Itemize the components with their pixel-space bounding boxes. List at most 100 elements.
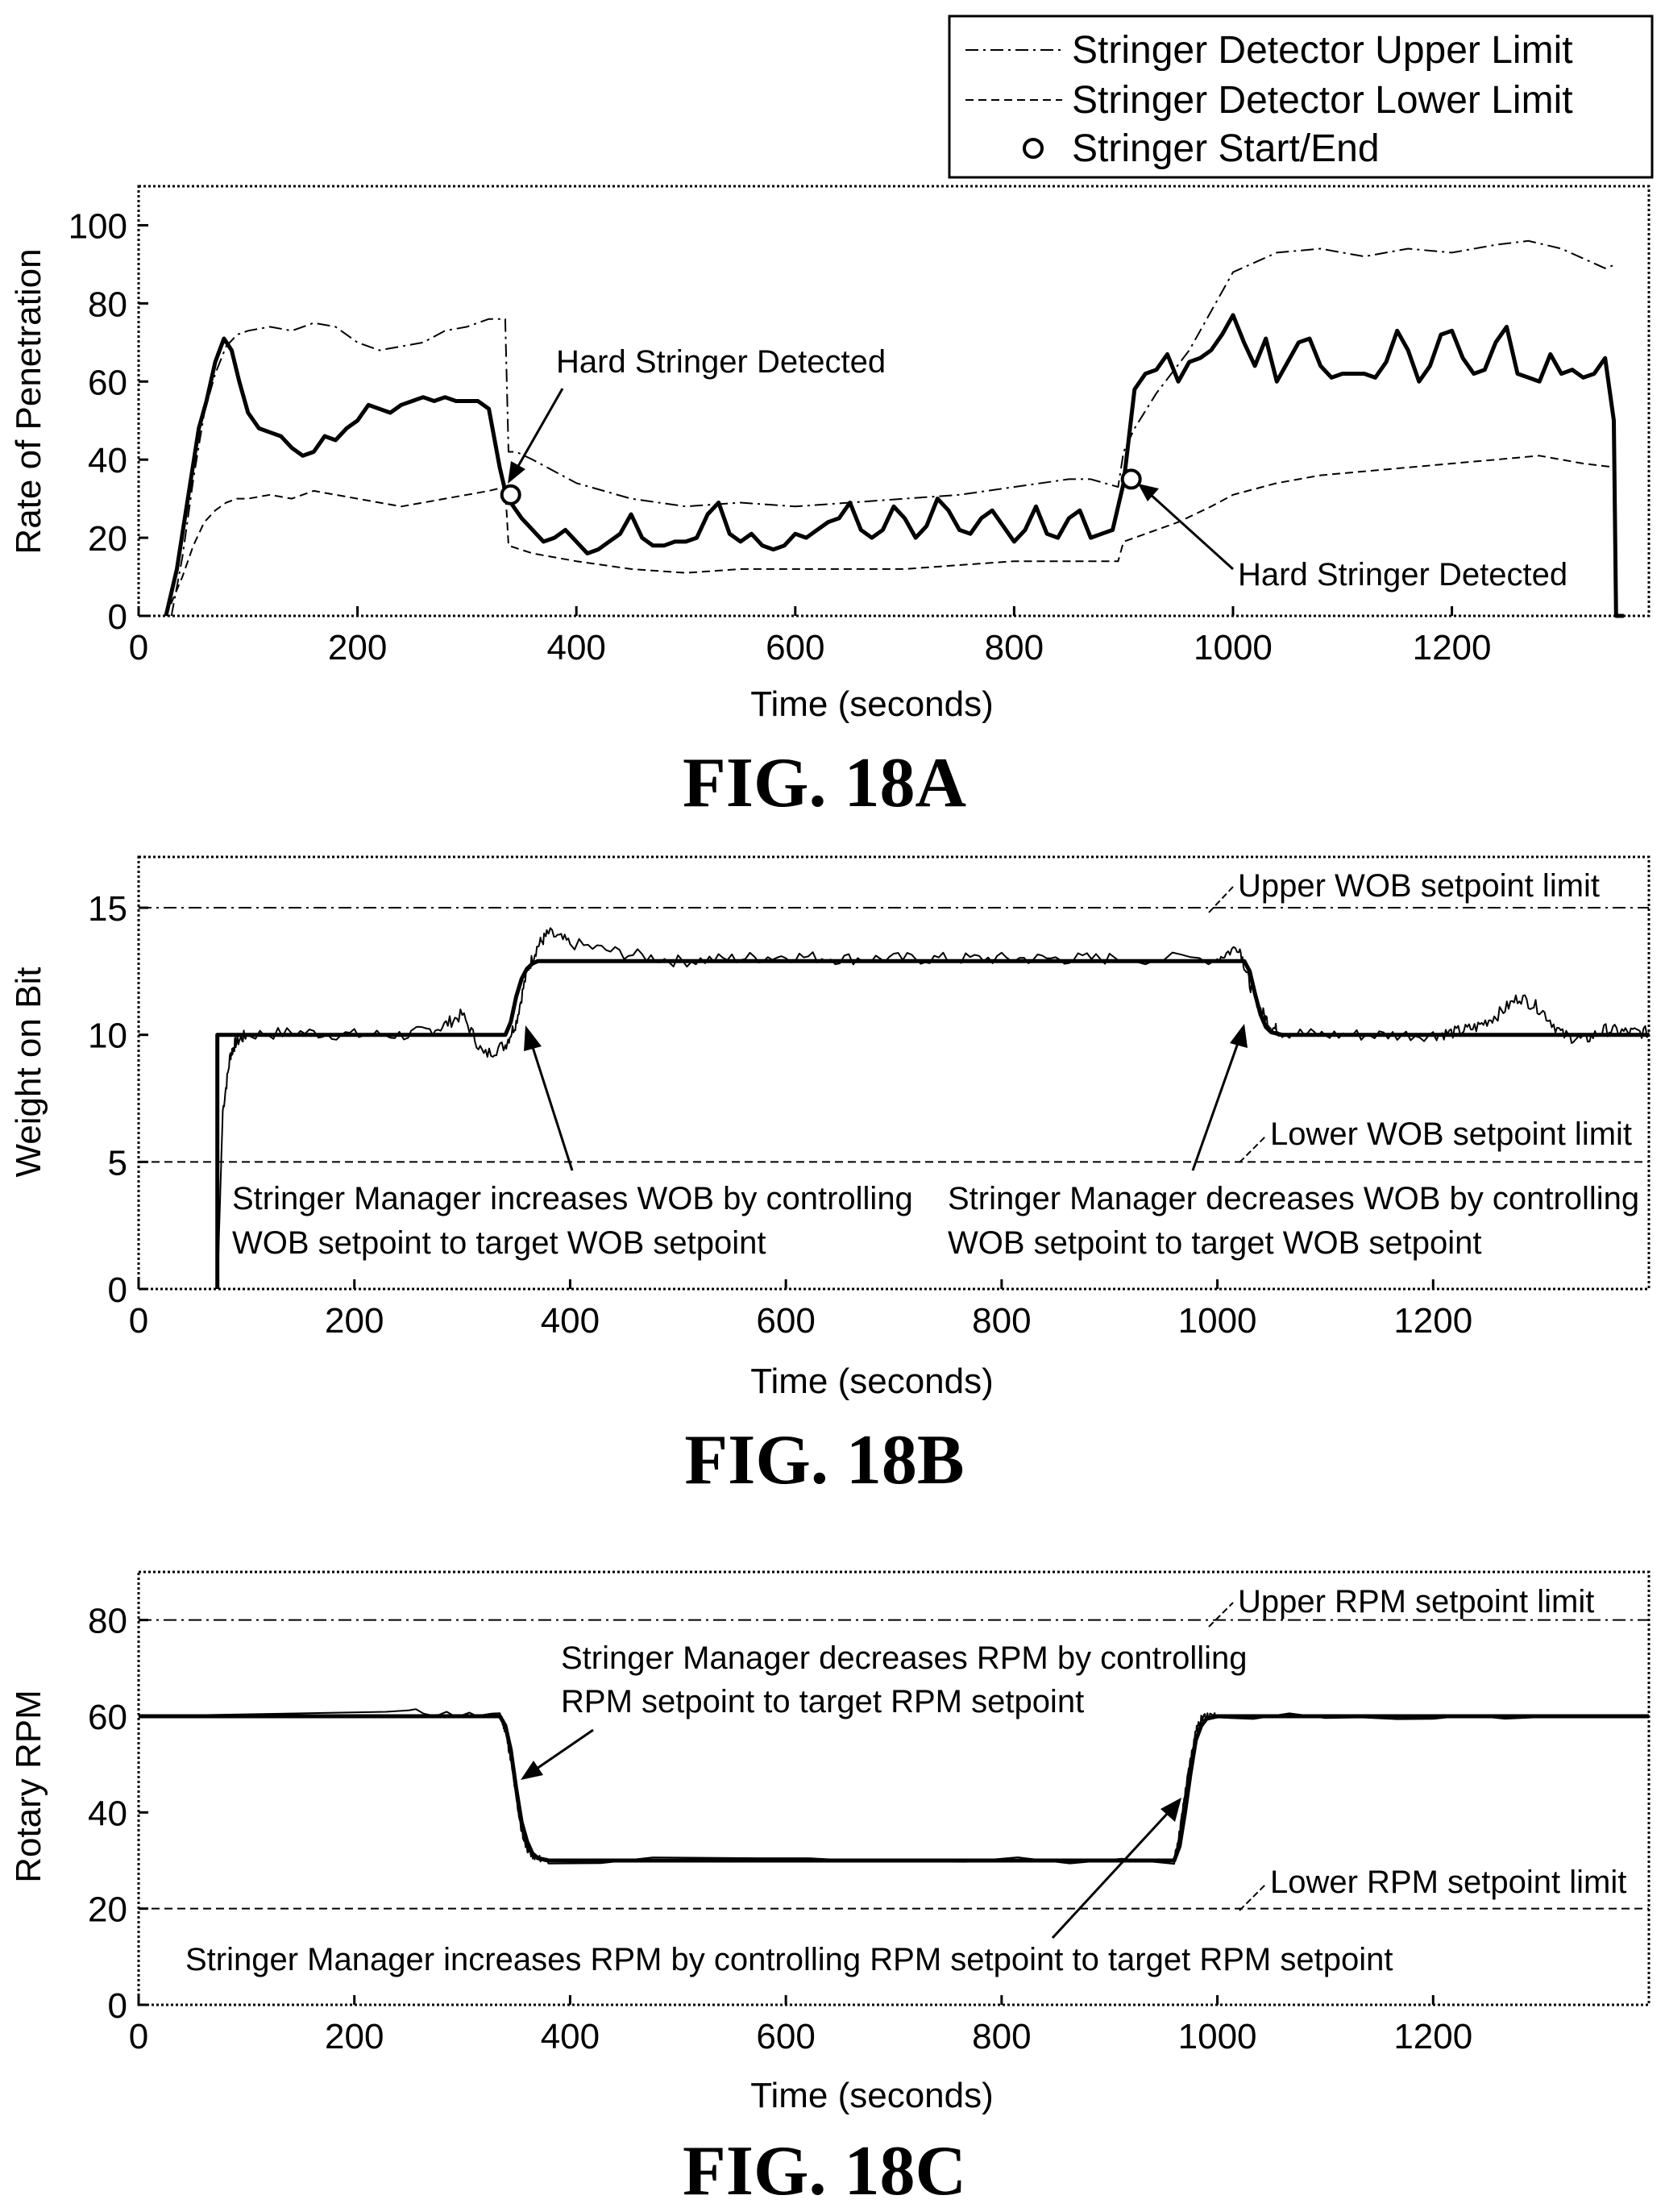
- y-axis-title: Weight on Bit: [9, 967, 48, 1178]
- arrowhead-icon: [521, 1761, 543, 1780]
- y-tick-label: 60: [88, 363, 127, 402]
- annotation-text: Hard Stringer Detected: [556, 344, 886, 380]
- x-tick-label: 600: [766, 628, 824, 667]
- annotation-hard-stringer-2: Hard Stringer Detected: [1138, 484, 1567, 592]
- reference-lines: [139, 1619, 1649, 1910]
- reference-label: Lower RPM setpoint limit: [1270, 1865, 1626, 1900]
- legend-marker-circle: [1023, 138, 1044, 159]
- x-tick-label: 400: [541, 2017, 600, 2056]
- annotation-text: Stringer Manager increases RPM by contro…: [185, 1942, 1393, 1977]
- annotation-arrow: [1051, 1811, 1170, 1940]
- y-tick-label: 0: [108, 1270, 127, 1310]
- leader-line: [1208, 1602, 1234, 1628]
- x-tick-label: 0: [129, 628, 148, 667]
- x-tick-label: 1200: [1393, 1301, 1472, 1341]
- axis-layer: 0 200 400 600 800 1000 1200 0 20 40 60 80 100: [69, 206, 1492, 667]
- plot-frame: [137, 1570, 1650, 2006]
- x-tick-label: 0: [129, 1301, 148, 1341]
- arrowhead-icon: [1161, 1798, 1181, 1822]
- annotation-arrow: [1191, 1042, 1239, 1171]
- annotation-increase-rpm: Stringer Manager increases RPM by contro…: [185, 1798, 1393, 1977]
- y-tick-label: 20: [88, 1890, 127, 1930]
- annotation-text-line1: Stringer Manager decreases WOB by contro…: [948, 1181, 1639, 1216]
- arrowhead-icon: [508, 461, 525, 484]
- y-tick-label: 0: [108, 597, 127, 637]
- series-line: [170, 239, 1617, 617]
- x-tick-label: 200: [325, 1301, 384, 1341]
- arrowhead-icon: [524, 1025, 542, 1051]
- annotation-text-line2: WOB setpoint to target WOB setpoint: [232, 1225, 766, 1261]
- x-tick-label: 200: [325, 2017, 384, 2056]
- x-tick-label: 600: [756, 2017, 815, 2056]
- stringer-marker: [1120, 468, 1142, 490]
- legend-label-upper: Stringer Detector Upper Limit: [1072, 29, 1573, 72]
- series-line: [138, 1708, 1650, 1865]
- x-tick-label: 400: [546, 628, 605, 667]
- annotation-text-line2: WOB setpoint to target WOB setpoint: [948, 1225, 1482, 1261]
- reference-label: Upper WOB setpoint limit: [1238, 868, 1600, 904]
- y-tick-label: 15: [88, 889, 127, 929]
- x-axis-title: Time (seconds): [750, 1362, 994, 1401]
- y-axis-title: Rotary RPM: [9, 1690, 48, 1883]
- x-tick-label: 1200: [1413, 628, 1492, 667]
- y-tick-label: 80: [88, 285, 127, 324]
- legend-box: Stringer Detector Upper Limit Stringer D…: [948, 15, 1654, 179]
- series-line: [164, 455, 1617, 617]
- y-axis-title: Rate of Penetration: [9, 248, 48, 554]
- y-tick-label: 20: [88, 519, 127, 559]
- x-tick-label: 1000: [1178, 1301, 1257, 1341]
- reference-label: Lower WOB setpoint limit: [1270, 1116, 1632, 1152]
- figure-caption: FIG. 18C: [683, 2132, 966, 2210]
- leader-line: [1208, 886, 1234, 913]
- reference-lines: [139, 907, 1649, 1163]
- legend-label-marker: Stringer Start/End: [1072, 127, 1380, 170]
- x-tick-label: 0: [129, 2017, 148, 2056]
- reference-label: Upper RPM setpoint limit: [1238, 1584, 1594, 1620]
- series-layer: [138, 1708, 1650, 1865]
- arrowhead-icon: [1138, 484, 1159, 501]
- panel-18a: Stringer Detector Upper Limit Stringer D…: [9, 15, 1654, 822]
- y-tick-label: 5: [108, 1143, 127, 1183]
- x-tick-label: 800: [972, 2017, 1031, 2056]
- axis-layer: 0 200 400 600 800 1000 1200 0 5 10 15: [88, 889, 1472, 1341]
- y-tick-label: 80: [88, 1602, 127, 1641]
- annotation-text-line1: Stringer Manager increases WOB by contro…: [232, 1181, 913, 1216]
- series-line: [139, 1714, 1649, 1863]
- x-tick-label: 200: [328, 628, 387, 667]
- series-layer: [164, 239, 1624, 618]
- x-tick-label: 400: [541, 1301, 600, 1341]
- legend-label-lower: Stringer Detector Lower Limit: [1072, 79, 1573, 122]
- series-line: [216, 927, 1650, 1290]
- series-line: [215, 958, 1649, 1289]
- panel-18c: 0 200 400 600 800 1000 1200 0 20 40 60 80 Upper RPM…: [9, 1570, 1650, 2210]
- annotation-text-line1: Stringer Manager decreases RPM by contro…: [561, 1640, 1248, 1676]
- annotation-lower-rpm-limit: Lower RPM setpoint limit: [1239, 1865, 1626, 1911]
- y-tick-label: 0: [108, 1986, 127, 2026]
- x-tick-label: 800: [985, 628, 1044, 667]
- annotation-decrease-wob: Stringer Manager decreases WOB by contro…: [948, 1024, 1639, 1261]
- x-tick-label: 1000: [1178, 2017, 1257, 2056]
- figure-caption: FIG. 18A: [683, 744, 966, 822]
- arrowhead-icon: [1230, 1024, 1248, 1048]
- figure-caption: FIG. 18B: [684, 1421, 964, 1499]
- x-tick-label: 1000: [1194, 628, 1273, 667]
- annotation-arrow: [1148, 492, 1235, 571]
- series-layer: [215, 927, 1650, 1290]
- annotation-hard-stringer-1: Hard Stringer Detected: [508, 344, 886, 484]
- marker-layer: [500, 468, 1142, 505]
- x-tick-label: 800: [972, 1301, 1031, 1341]
- annotation-decrease-rpm: Stringer Manager decreases RPM by contro…: [521, 1640, 1248, 1780]
- annotation-upper-wob-limit: Upper WOB setpoint limit: [1208, 868, 1600, 913]
- leader-line: [1239, 1136, 1266, 1163]
- plot-frame: [137, 855, 1650, 1291]
- y-tick-label: 40: [88, 1794, 127, 1833]
- annotation-arrow: [536, 1728, 594, 1770]
- panel-18b: 0 200 400 600 800 1000 1200 0 5 10 15 Upper WOB se…: [9, 855, 1650, 1499]
- plot-frame: [137, 185, 1650, 617]
- x-tick-label: 1200: [1393, 2017, 1472, 2056]
- stringer-marker: [500, 484, 521, 505]
- annotation-upper-rpm-limit: Upper RPM setpoint limit: [1208, 1584, 1594, 1628]
- y-tick-label: 100: [69, 206, 127, 246]
- x-axis-title: Time (seconds): [750, 2076, 994, 2115]
